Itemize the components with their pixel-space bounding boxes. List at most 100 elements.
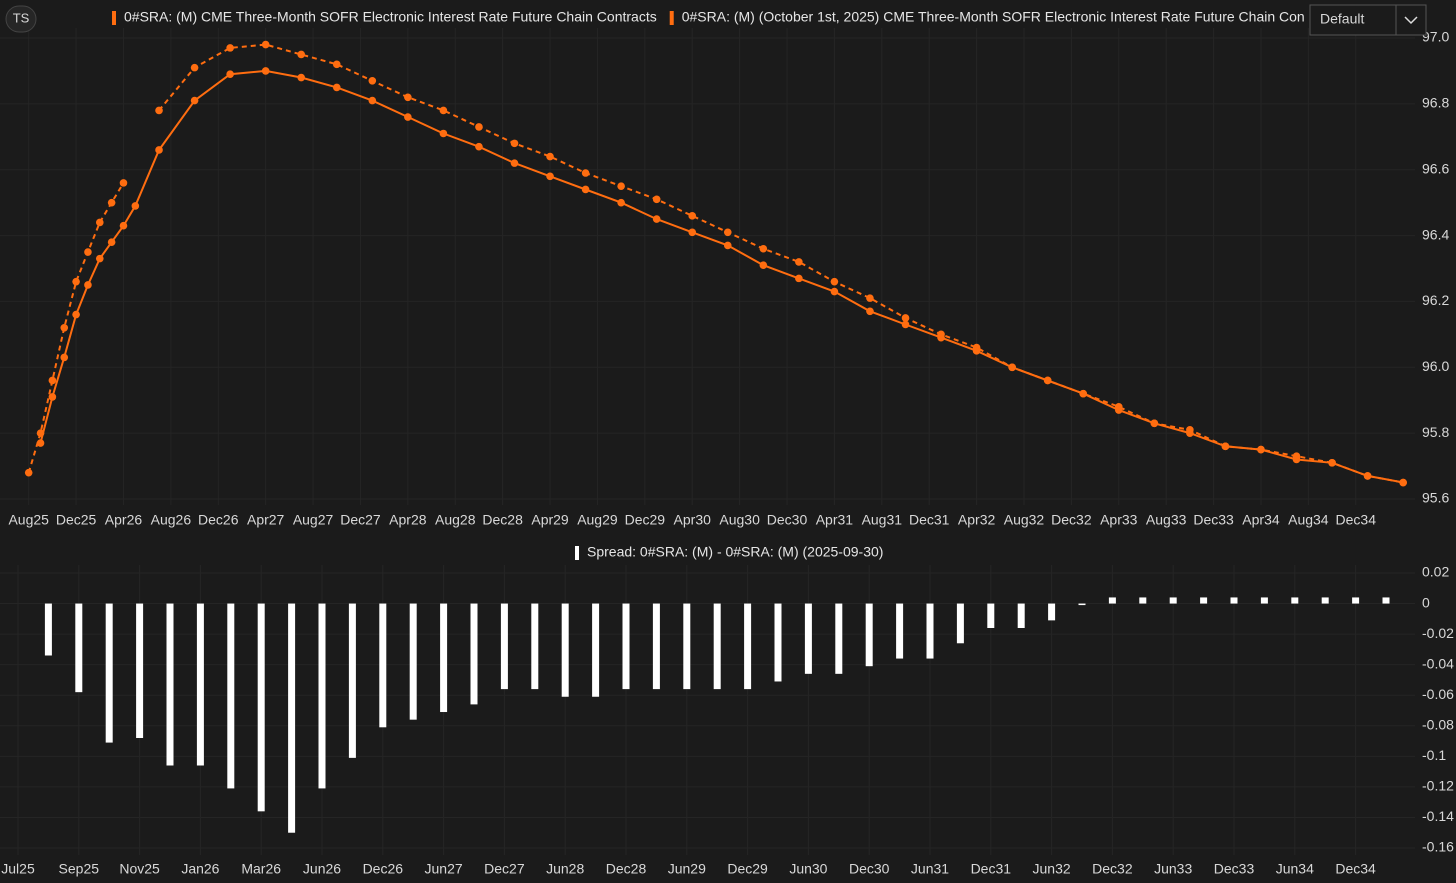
dropdown[interactable] xyxy=(1309,4,1427,36)
data-point xyxy=(759,261,768,270)
data-point xyxy=(546,152,554,161)
y-tick-label: 95.8 xyxy=(1422,424,1449,440)
x-tick-label: Dec28 xyxy=(606,861,647,877)
x-tick-label: Apr31 xyxy=(816,512,854,528)
bar xyxy=(683,603,691,690)
bar xyxy=(379,603,387,728)
mark-layer xyxy=(24,40,1407,833)
data-point xyxy=(84,281,92,289)
data-point xyxy=(60,353,69,362)
data-point xyxy=(652,215,661,223)
legend-swatch xyxy=(669,11,674,25)
x-tick-label: Dec26 xyxy=(363,861,404,877)
bar xyxy=(1200,597,1208,604)
ts-button[interactable] xyxy=(5,5,37,33)
legend-label: 0#SRA: (M) (October 1st, 2025) CME Three… xyxy=(682,9,1305,25)
bar xyxy=(713,603,721,690)
bar xyxy=(1291,597,1299,604)
x-tick-label: Dec31 xyxy=(971,861,1012,877)
x-tick-label: Jun34 xyxy=(1276,861,1314,877)
bar xyxy=(105,603,113,743)
x-tick-label: Dec31 xyxy=(909,512,950,528)
x-tick-label: Aug33 xyxy=(1146,512,1187,528)
data-point xyxy=(261,40,270,49)
data-point xyxy=(36,439,45,447)
data-point xyxy=(48,393,57,401)
x-tick-label: Dec25 xyxy=(56,512,97,528)
bar xyxy=(1169,597,1177,604)
data-point xyxy=(107,238,116,246)
dropdown-chevron[interactable] xyxy=(1404,16,1418,25)
x-tick-label: Apr26 xyxy=(105,512,143,528)
y-tick-label: -0.08 xyxy=(1422,716,1454,732)
data-point xyxy=(155,106,163,115)
x-tick-label: Dec34 xyxy=(1335,861,1376,877)
legend-swatch xyxy=(112,11,116,25)
bar xyxy=(987,603,995,628)
y-tick-label: 96.4 xyxy=(1422,226,1449,242)
data-point xyxy=(759,244,768,253)
data-point xyxy=(107,198,116,207)
data-point xyxy=(404,93,412,102)
data-point xyxy=(36,429,45,437)
x-tick-label: Dec28 xyxy=(482,512,523,528)
x-tick-label: Jun32 xyxy=(1033,861,1071,877)
data-point xyxy=(439,129,448,138)
data-point xyxy=(1043,376,1052,385)
x-tick-label: Dec32 xyxy=(1051,512,1092,528)
bar xyxy=(1382,597,1390,604)
y-tick-label: -0.12 xyxy=(1422,778,1454,794)
x-tick-label: Dec27 xyxy=(484,861,525,877)
x-tick-label: Dec33 xyxy=(1214,861,1255,877)
y-tick-label: 96.6 xyxy=(1422,160,1449,176)
data-point xyxy=(546,172,554,181)
bar xyxy=(1017,603,1025,628)
x-tick-label: Dec33 xyxy=(1193,512,1234,528)
data-point xyxy=(1008,363,1016,372)
dropdown-label[interactable]: Default xyxy=(1320,11,1364,27)
bar xyxy=(1139,597,1147,604)
data-point xyxy=(688,212,697,220)
bar xyxy=(348,603,356,758)
data-point xyxy=(84,248,92,256)
data-point xyxy=(972,343,981,352)
data-point xyxy=(795,274,803,283)
series-line xyxy=(27,43,1404,484)
x-tick-label: Jun29 xyxy=(668,861,706,877)
data-point xyxy=(617,182,625,190)
y-tick-label: 95.6 xyxy=(1422,490,1449,506)
data-point xyxy=(404,113,412,121)
data-point xyxy=(190,63,199,72)
data-point xyxy=(439,106,448,115)
x-tick-label: Jun31 xyxy=(911,861,949,877)
bar xyxy=(896,603,904,659)
ts-button-label[interactable]: TS xyxy=(13,10,30,25)
x-tick-label: Jul25 xyxy=(1,861,35,877)
bar xyxy=(470,603,478,705)
data-point xyxy=(297,50,306,59)
x-tick-label: Apr33 xyxy=(1100,512,1138,528)
data-point xyxy=(830,287,839,296)
y-tick-label: -0.16 xyxy=(1422,839,1454,855)
data-point xyxy=(60,323,69,332)
bar xyxy=(257,603,265,812)
data-point xyxy=(581,169,590,177)
data-point xyxy=(510,159,519,167)
data-point xyxy=(297,73,306,82)
bar xyxy=(865,603,873,667)
data-point xyxy=(475,142,483,151)
x-tick-label: Dec30 xyxy=(849,861,890,877)
x-tick-label: Dec32 xyxy=(1092,861,1133,877)
x-tick-label: Aug26 xyxy=(151,512,192,528)
bar xyxy=(136,603,144,738)
bar xyxy=(561,603,569,697)
bar xyxy=(196,603,204,766)
x-tick-label: Apr28 xyxy=(389,512,427,528)
bar xyxy=(1078,603,1086,606)
y-tick-label: 96.0 xyxy=(1422,358,1449,374)
x-tick-label: Aug27 xyxy=(293,512,334,528)
data-point xyxy=(48,376,57,385)
x-tick-label: Apr30 xyxy=(674,512,712,528)
bar xyxy=(774,603,782,682)
legend-layer: 0#SRA: (M) CME Three-Month SOFR Electron… xyxy=(112,9,1305,25)
